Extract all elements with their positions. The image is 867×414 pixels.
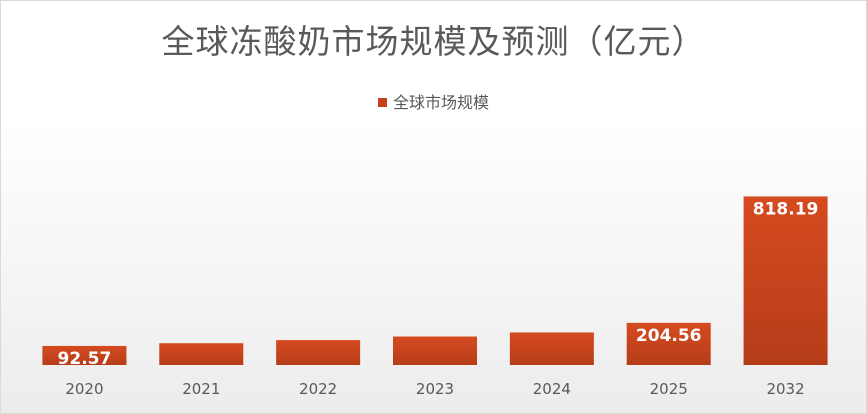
legend-swatch [377,98,387,107]
bar-2023 [393,336,477,365]
chart-title: 全球冻酸奶市场规模及预测（亿元） [161,22,706,61]
legend: 全球市场规模 [1,89,866,113]
x-tick-2032: 2032 [766,380,804,398]
x-tick-2022: 2022 [299,380,337,398]
legend-label: 全球市场规模 [392,93,489,112]
x-tick-2021: 2021 [182,380,220,398]
bar-2020 [42,345,127,365]
x-tick-2023: 2023 [416,380,454,398]
bar-2022 [276,340,361,365]
data-label-2020: 92.57 [58,349,112,369]
bar-2021 [159,343,244,365]
bar-2024 [509,332,594,365]
data-label-2025: 204.56 [636,326,702,346]
x-tick-2020: 2020 [65,380,103,398]
x-tick-2024: 2024 [533,380,571,398]
x-tick-2025: 2025 [650,380,688,398]
data-label-2032: 818.19 [753,199,819,219]
bar-2025 [626,322,711,365]
bar-2032 [743,196,828,365]
